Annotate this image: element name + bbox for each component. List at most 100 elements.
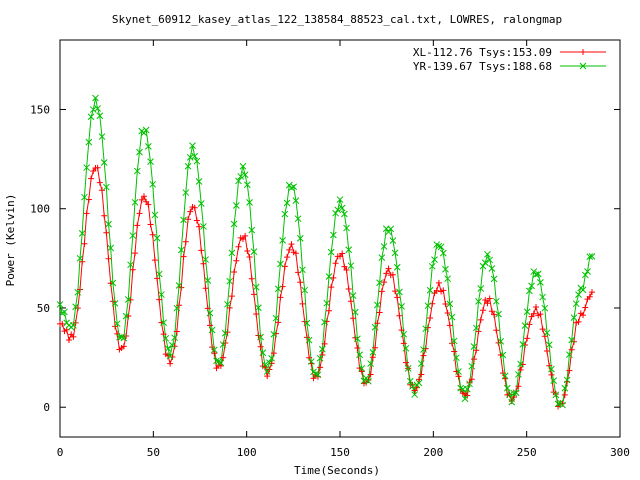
data-point [213,357,220,365]
data-point [442,265,449,273]
data-point [224,329,231,336]
data-point [111,299,119,307]
data-point [488,265,496,272]
data-point [145,201,152,208]
data-point [586,293,593,300]
data-point [206,309,214,317]
data-point [191,152,199,160]
data-point [277,260,284,268]
chart-title: Skynet_60912_kasey_atlas_122_138584_8852… [112,13,562,26]
data-point [297,279,304,286]
data-point [198,247,205,254]
data-point [580,312,587,319]
data-point [259,349,267,357]
data-point [450,337,458,345]
data-point [266,359,273,367]
data-point [274,285,282,293]
data-point [482,297,489,304]
data-point [120,334,128,342]
data-point [83,164,90,171]
data-point [548,371,555,378]
data-point [444,310,451,317]
data-point [503,384,511,392]
data-point [497,337,505,345]
data-point [233,257,240,264]
data-point [182,189,190,196]
data-point [537,311,544,318]
data-point [481,259,489,267]
data-point [566,367,573,374]
y-tick-label: 150 [30,103,50,116]
data-point [124,296,132,303]
data-point [149,231,156,238]
data-point [96,179,103,186]
data-point [277,294,284,301]
data-point [532,271,540,278]
data-point [582,304,589,311]
data-point [490,275,498,283]
data-point [261,361,269,369]
data-point [495,310,502,318]
y-tick-label: 50 [37,302,50,315]
data-point [250,291,257,298]
data-point [381,279,388,286]
data-point [288,241,295,248]
data-point [257,333,264,341]
data-point [563,376,571,384]
data-point [422,325,430,333]
data-point [362,374,370,382]
data-point [299,266,306,274]
data-point [439,249,447,257]
data-point [74,288,82,296]
data-point [409,383,416,390]
data-point [352,334,359,341]
data-point [541,304,549,312]
data-point [446,300,454,308]
data-point [220,354,227,361]
x-tick-label: 200 [423,446,443,459]
data-point [120,343,127,350]
data-point [508,398,515,405]
data-point [191,204,198,211]
data-point [264,373,271,380]
data-point [385,265,392,272]
data-point [484,300,491,307]
data-point [59,320,66,327]
data-point [448,313,456,321]
data-point [568,336,576,344]
data-point [477,285,485,292]
data-point [195,178,203,185]
data-point [196,223,203,230]
data-point [312,370,320,378]
data-point [584,268,591,275]
data-point [173,304,181,312]
data-point [391,249,399,257]
data-point [451,348,458,355]
data-point [176,302,183,309]
data-point [166,352,174,360]
data-point [559,401,566,409]
legend-label: YR-139.67 Tsys:188.68 [413,60,552,73]
data-point [292,197,300,204]
data-point [371,323,379,331]
data-point [539,326,546,333]
data-point [228,249,236,257]
data-point [96,112,104,120]
data-point [305,336,313,344]
data-point [586,253,594,260]
data-point [226,277,234,285]
data-point [579,286,587,294]
data-point [94,164,101,171]
data-point [83,210,90,217]
data-point [142,126,150,134]
data-point [343,224,350,232]
data-point [113,320,121,328]
data-point [81,193,88,201]
data-point [155,270,163,278]
data-point [394,294,401,301]
data-point [239,236,246,243]
data-point [349,292,357,300]
data-point [367,360,374,367]
data-point [134,222,141,229]
